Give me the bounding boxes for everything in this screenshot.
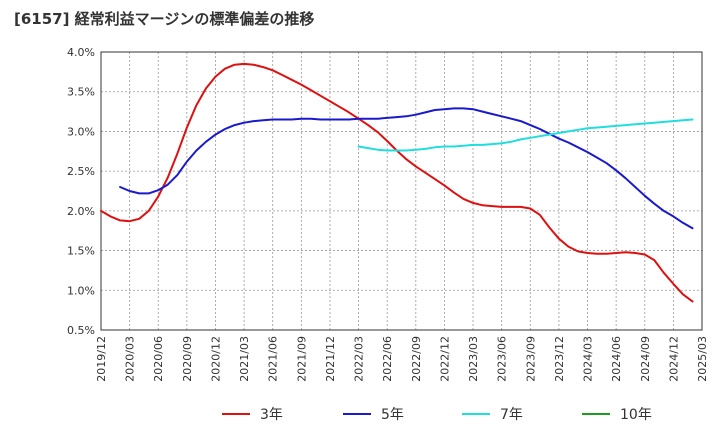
legend-label: 5年 [381, 407, 404, 423]
x-tick-label: 2020/03 [124, 336, 137, 382]
y-tick-label: 3.5% [67, 86, 95, 99]
x-tick-label: 2023/06 [496, 336, 509, 382]
x-tick-label: 2019/12 [95, 336, 108, 382]
chart-title: [6157] 経常利益マージンの標準偏差の推移 [14, 10, 315, 28]
legend-label: 3年 [260, 407, 283, 423]
plot-frame [100, 51, 703, 331]
x-tick-label: 2021/03 [238, 336, 251, 382]
x-tick-label: 2021/12 [324, 336, 337, 382]
x-tick-label: 2024/09 [639, 336, 652, 382]
x-tick-label: 2022/09 [410, 336, 423, 382]
y-tick-label: 2.0% [67, 205, 95, 218]
x-axis-ticks: 2019/12 2020/03 2020/06 2020/09 2020/12 2021/… [95, 336, 709, 382]
x-tick-label: 2022/03 [353, 336, 366, 382]
x-tick-label: 2025/03 [696, 336, 709, 382]
series-line-5年 [119, 107, 694, 230]
legend-label: 7年 [500, 407, 523, 423]
y-axis-ticks: 0.5% 1.0% 1.5% 2.0% 2.5% 3.0% 3.5% 4.0% [67, 46, 95, 337]
y-tick-label: 1.0% [67, 284, 95, 297]
x-tick-label: 2022/06 [381, 336, 394, 382]
x-tick-label: 2020/12 [209, 336, 222, 382]
x-tick-label: 2020/06 [152, 336, 165, 382]
x-tick-label: 2021/06 [267, 336, 280, 382]
y-tick-label: 3.0% [67, 125, 95, 138]
legend: 3年 5年 7年 10年 [222, 407, 652, 423]
x-tick-label: 2023/03 [467, 336, 480, 382]
y-tick-label: 2.5% [67, 165, 95, 178]
x-tick-label: 2023/12 [553, 336, 566, 382]
x-tick-label: 2024/12 [667, 336, 680, 382]
x-tick-label: 2023/09 [524, 336, 537, 382]
x-tick-label: 2024/03 [582, 336, 595, 382]
y-tick-label: 0.5% [67, 324, 95, 337]
grid [101, 51, 702, 331]
legend-label: 10年 [620, 407, 652, 423]
y-tick-label: 4.0% [67, 46, 95, 59]
y-tick-label: 1.5% [67, 245, 95, 258]
series-line-3年 [100, 62, 694, 303]
x-tick-label: 2022/12 [438, 336, 451, 382]
series-line-7年 [357, 118, 694, 152]
series-lines [100, 62, 694, 303]
x-tick-label: 2024/06 [610, 336, 623, 382]
x-tick-label: 2021/09 [295, 336, 308, 382]
x-tick-label: 2020/09 [181, 336, 194, 382]
